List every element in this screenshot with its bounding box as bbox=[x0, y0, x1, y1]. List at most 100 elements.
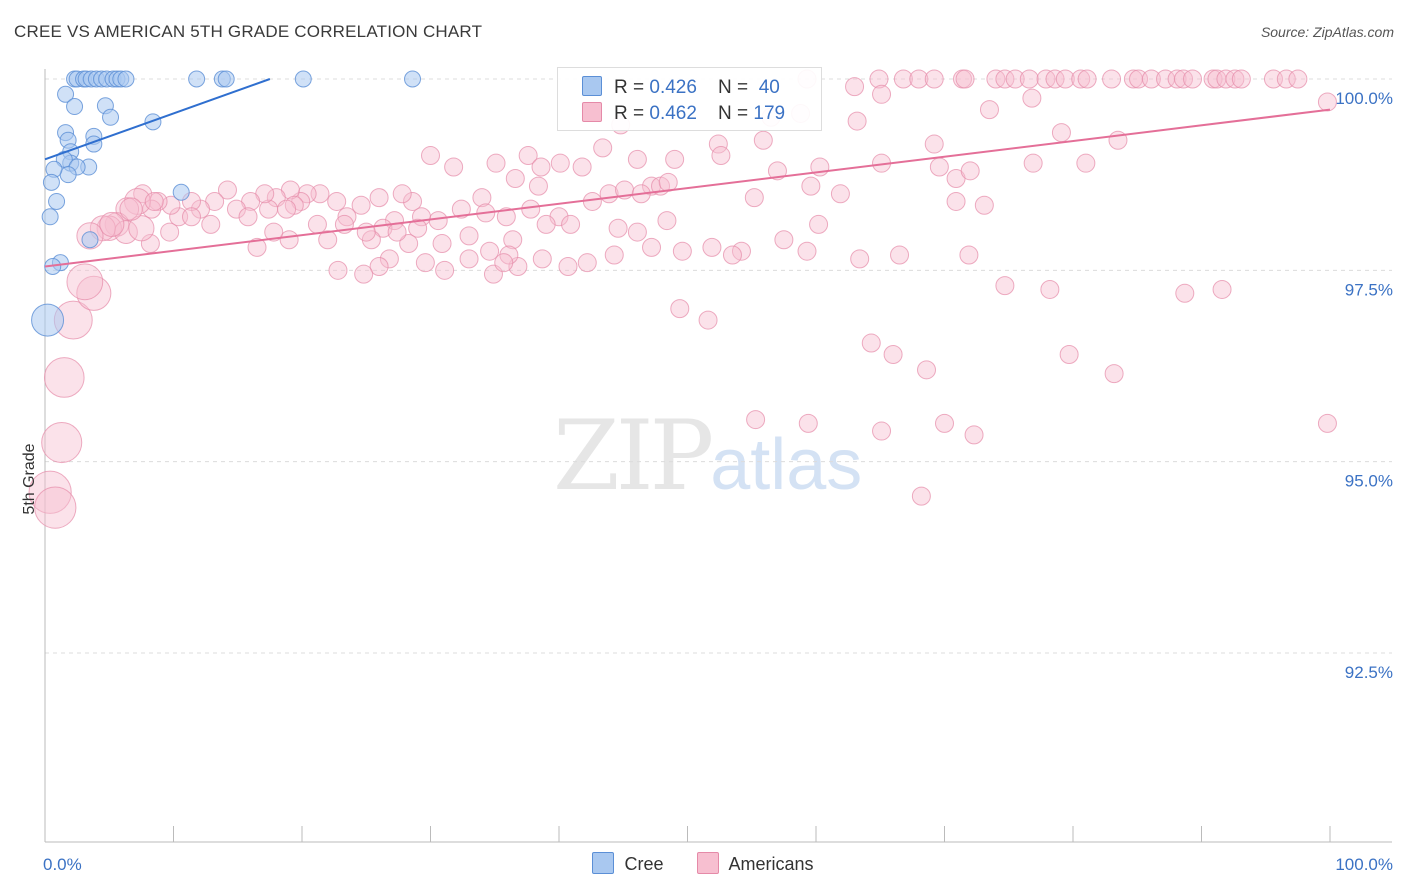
americans-point bbox=[1045, 69, 1065, 89]
americans-point bbox=[665, 149, 685, 169]
legend-n-label: N = bbox=[718, 77, 754, 98]
cree-point bbox=[48, 192, 66, 210]
legend-r-value: 0.462 bbox=[649, 103, 697, 124]
americans-point bbox=[845, 77, 865, 97]
legend-row-cree: R = 0.426 N = 40 bbox=[582, 76, 780, 98]
americans-point bbox=[909, 69, 929, 89]
x-tick-label: 100.0% bbox=[1335, 855, 1393, 874]
x-tick-label: 0.0% bbox=[43, 855, 82, 874]
americans-point bbox=[872, 421, 892, 441]
americans-point bbox=[1055, 69, 1075, 89]
americans-point bbox=[28, 470, 72, 514]
americans-point bbox=[494, 253, 514, 273]
americans-point bbox=[1317, 92, 1337, 112]
cree-point bbox=[217, 70, 235, 88]
cree-point bbox=[42, 173, 60, 191]
americans-point bbox=[128, 215, 155, 242]
americans-point bbox=[797, 241, 817, 261]
americans-point bbox=[946, 191, 966, 211]
americans-point bbox=[119, 197, 143, 221]
series-legend: Cree Americans bbox=[0, 852, 1406, 875]
americans-point bbox=[226, 199, 246, 219]
americans-point bbox=[670, 299, 690, 319]
americans-point bbox=[1141, 69, 1161, 89]
americans-point bbox=[830, 184, 850, 204]
americans-point bbox=[369, 188, 389, 208]
americans-point bbox=[1023, 153, 1043, 173]
americans-point bbox=[672, 241, 692, 261]
americans-point bbox=[1040, 279, 1060, 299]
cree-point bbox=[188, 70, 206, 88]
americans-point bbox=[1102, 69, 1122, 89]
americans-point bbox=[1005, 69, 1025, 89]
chart-title: CREE VS AMERICAN 5TH GRADE CORRELATION C… bbox=[14, 22, 483, 41]
source-label: Source: ZipAtlas.com bbox=[1260, 24, 1394, 40]
americans-point bbox=[1022, 88, 1042, 108]
americans-point bbox=[1071, 69, 1091, 89]
americans-point bbox=[1212, 279, 1232, 299]
americans-point bbox=[711, 146, 731, 166]
legend-n-label: N = bbox=[718, 103, 754, 124]
americans-point bbox=[392, 184, 412, 204]
americans-point bbox=[608, 218, 628, 238]
legend-item-cree[interactable]: Cree bbox=[592, 852, 663, 875]
americans-point bbox=[572, 157, 592, 177]
americans-point bbox=[140, 234, 160, 254]
legend-item-americans[interactable]: Americans bbox=[696, 852, 814, 875]
americans-point bbox=[528, 176, 548, 196]
americans-point bbox=[746, 410, 766, 430]
americans-point bbox=[387, 222, 407, 242]
americans-point bbox=[505, 168, 525, 188]
americans-point bbox=[809, 214, 829, 234]
americans-point bbox=[995, 276, 1015, 296]
americans-point bbox=[657, 211, 677, 231]
legend-row-americans: R = 0.462 N = 179 bbox=[582, 102, 785, 124]
americans-point bbox=[327, 191, 347, 211]
americans-point bbox=[435, 260, 455, 280]
americans-point bbox=[850, 249, 870, 269]
americans-point bbox=[911, 486, 931, 506]
americans-point bbox=[486, 153, 506, 173]
americans-point bbox=[774, 230, 794, 250]
americans-point bbox=[577, 253, 597, 273]
americans-point bbox=[99, 211, 125, 237]
cree-point bbox=[102, 108, 120, 126]
watermark: ZIPatlas bbox=[553, 400, 862, 512]
americans-point bbox=[1317, 413, 1337, 433]
americans-point bbox=[960, 161, 980, 181]
americans-point bbox=[929, 157, 949, 177]
americans-point bbox=[444, 157, 464, 177]
americans-point bbox=[318, 230, 338, 250]
americans-point bbox=[1076, 153, 1096, 173]
cree-point bbox=[172, 183, 190, 201]
americans-point bbox=[995, 69, 1015, 89]
americans-point bbox=[744, 188, 764, 208]
americans-point bbox=[1019, 69, 1039, 89]
americans-point bbox=[604, 245, 624, 265]
legend-r-label: R = bbox=[614, 103, 650, 124]
cree-point bbox=[41, 208, 59, 226]
americans-point bbox=[753, 130, 773, 150]
americans-point bbox=[521, 199, 541, 219]
americans-point bbox=[480, 241, 500, 261]
cree-point bbox=[66, 98, 84, 116]
americans-point bbox=[872, 84, 892, 104]
americans-point bbox=[767, 161, 787, 181]
americans-point bbox=[503, 230, 523, 250]
cree-point bbox=[404, 70, 422, 88]
americans-point bbox=[451, 199, 471, 219]
americans-point bbox=[351, 195, 371, 215]
americans-point bbox=[408, 218, 428, 238]
americans-point bbox=[861, 333, 881, 353]
americans-point bbox=[459, 249, 479, 269]
americans-point bbox=[1167, 69, 1187, 89]
cree-point bbox=[57, 85, 75, 103]
americans-point bbox=[34, 486, 77, 529]
americans-point bbox=[247, 237, 267, 257]
legend-n-value: 179 bbox=[753, 103, 786, 124]
americans-point bbox=[883, 345, 903, 365]
cree-swatch bbox=[582, 76, 602, 96]
y-tick-label: 92.5% bbox=[1345, 663, 1393, 682]
americans-point bbox=[531, 157, 551, 177]
